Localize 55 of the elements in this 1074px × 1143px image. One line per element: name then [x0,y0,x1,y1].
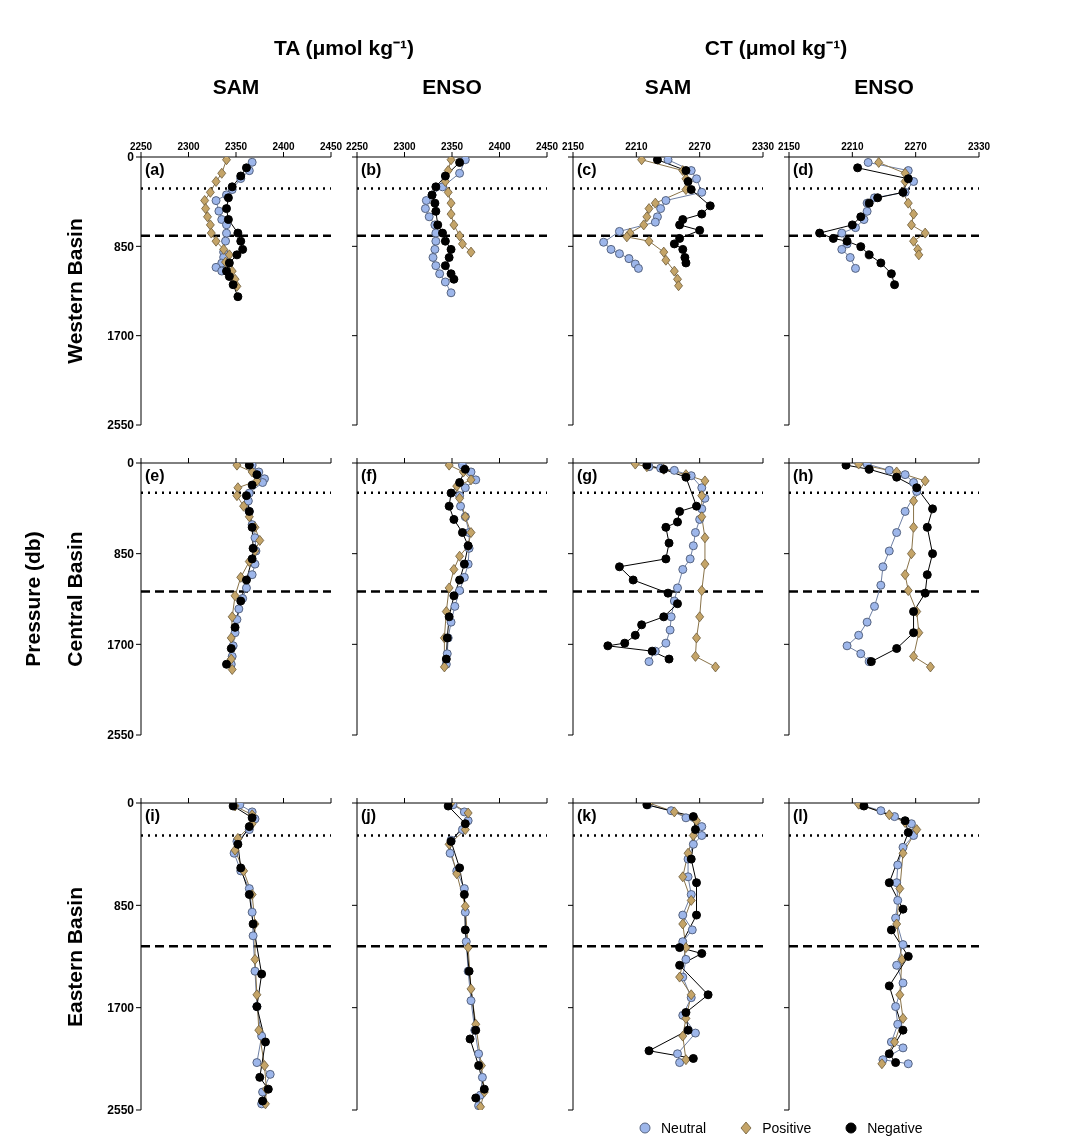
chart-subtitle: ENSO [853,75,915,99]
chart-title: (l) [793,807,809,825]
x-tick-label: 2150 [777,141,801,152]
x-tick-label: 2270 [688,141,712,152]
chart-title: (a) [145,161,165,179]
chart-title: (h) [793,467,814,485]
x-tick-label: 2350 [440,141,464,152]
y-tick-label: 0 [127,796,135,811]
chart-title: (e) [145,467,165,485]
x-tick-label: 2270 [904,141,928,152]
y-tick-label: 0 [127,150,135,165]
y-tick-label: 1700 [107,637,135,652]
x-tick-label: 2150 [561,141,585,152]
chart-title: (j) [361,807,377,825]
chart-title: (f) [361,467,377,485]
y-axis-title: Central Basin [63,531,87,667]
y-tick-label: 850 [113,546,135,561]
y-tick-label: 1700 [107,328,135,343]
y-tick-label: 2550 [107,728,135,743]
legend-label: Neutral [661,1120,707,1136]
x-tick-label: 2450 [535,141,559,152]
text: TA (μmol kg⁻¹) [273,35,415,61]
text: Pressure (db) [21,531,45,667]
chart-subtitle: SAM [211,75,261,99]
chart-title: (g) [577,467,598,485]
x-tick-label: 2300 [177,141,201,152]
chart-title: (d) [793,161,814,179]
y-tick-label: 2550 [107,1103,135,1118]
x-tick-label: 2400 [488,141,512,152]
x-tick-label: 2400 [272,141,296,152]
x-tick-label: 2330 [967,141,991,152]
chart-subtitle: ENSO [421,75,483,99]
y-tick-label: 2550 [107,418,135,433]
chart-title: (i) [145,807,161,825]
legend-label: Positive [762,1120,812,1136]
x-tick-label: 2350 [224,141,248,152]
chart-title: (b) [361,161,382,179]
x-tick-label: 2210 [841,141,864,152]
legend-label: Negative [867,1120,923,1136]
chart-subtitle: SAM [643,75,693,99]
x-tick-label: 2250 [129,141,153,152]
x-tick-label: 2250 [345,141,369,152]
y-tick-label: 850 [113,898,135,913]
y-axis-title: Western Basin [63,218,87,364]
chart-title: (k) [577,807,597,825]
x-tick-label: 2210 [625,141,648,152]
x-tick-label: 2330 [751,141,775,152]
y-tick-label: 1700 [107,1000,135,1015]
x-tick-label: 2300 [393,141,417,152]
x-tick-label: 2450 [319,141,343,152]
chart-title: (c) [577,161,597,179]
text: CT (μmol kg⁻¹) [703,35,849,61]
y-tick-label: 0 [127,456,135,471]
y-axis-title: Eastern Basin [63,886,87,1027]
y-tick-label: 850 [113,239,135,254]
